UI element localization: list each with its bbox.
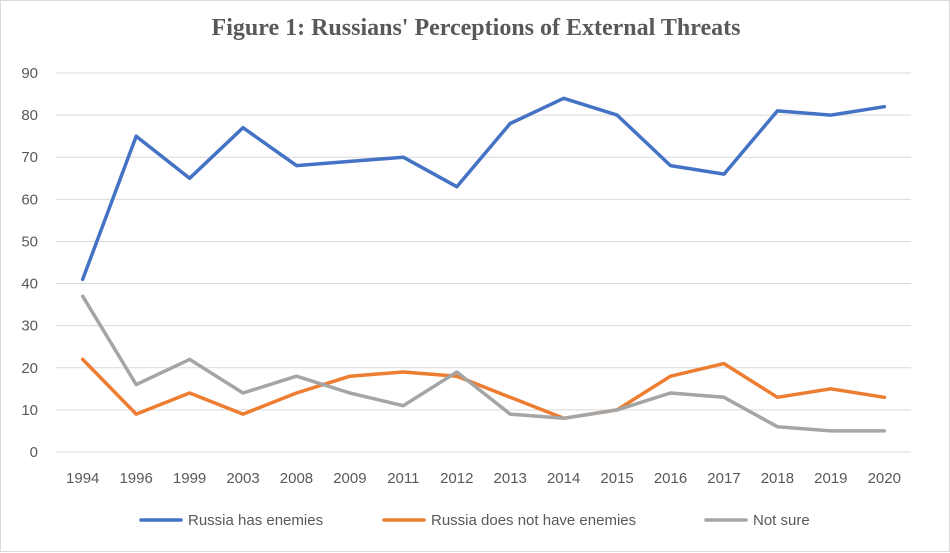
- data-point: [508, 412, 512, 416]
- data-point: [401, 404, 405, 408]
- data-point: [81, 357, 85, 361]
- y-tick-label: 60: [21, 191, 38, 208]
- data-point: [241, 391, 245, 395]
- data-point: [81, 277, 85, 281]
- data-point: [508, 122, 512, 126]
- data-point: [455, 374, 459, 378]
- data-point: [882, 429, 886, 433]
- series-line-1: [80, 357, 887, 421]
- data-point: [722, 395, 726, 399]
- x-tick-label: 2009: [333, 470, 366, 487]
- data-point: [241, 126, 245, 130]
- series-lines: [80, 96, 887, 433]
- series-line-2: [80, 294, 887, 433]
- data-point: [294, 391, 298, 395]
- x-tick-label: 1994: [66, 470, 99, 487]
- x-tick-label: 2017: [707, 470, 740, 487]
- x-tick-label: 1999: [173, 470, 206, 487]
- legend: Russia has enemies Russia does not have e…: [139, 512, 810, 529]
- x-tick-label: 2011: [387, 470, 419, 487]
- data-point: [188, 176, 192, 180]
- data-point: [455, 185, 459, 189]
- legend-label: Not sure: [753, 512, 810, 529]
- data-point: [882, 105, 886, 109]
- x-tick-label: 2003: [226, 470, 259, 487]
- data-point: [401, 370, 405, 374]
- y-tick-label: 70: [21, 149, 38, 166]
- data-point: [775, 395, 779, 399]
- x-tick-label: 2015: [600, 470, 633, 487]
- x-tick-label: 2008: [280, 470, 313, 487]
- data-point: [775, 425, 779, 429]
- x-tick-label: 2012: [440, 470, 473, 487]
- y-tick-label: 10: [21, 402, 38, 419]
- data-point: [348, 159, 352, 163]
- data-point: [188, 357, 192, 361]
- data-point: [508, 395, 512, 399]
- data-point: [348, 391, 352, 395]
- data-point: [241, 412, 245, 416]
- x-tick-label: 2013: [494, 470, 527, 487]
- x-tick-label: 2020: [868, 470, 901, 487]
- data-point: [348, 374, 352, 378]
- data-point: [775, 109, 779, 113]
- y-tick-label: 90: [21, 65, 38, 82]
- x-tick-label: 1996: [119, 470, 152, 487]
- x-tick-label: 2016: [654, 470, 687, 487]
- x-tick-label: 2018: [761, 470, 794, 487]
- data-point: [401, 155, 405, 159]
- data-point: [81, 294, 85, 298]
- data-point: [722, 172, 726, 176]
- data-point: [134, 134, 138, 138]
- data-point: [294, 164, 298, 168]
- gridlines: [56, 72, 911, 453]
- chart-title: Figure 1: Russians' Perceptions of Exter…: [211, 15, 741, 41]
- legend-label: Russia has enemies: [188, 512, 323, 529]
- legend-label: Russia does not have enemies: [431, 512, 636, 529]
- y-tick-label: 30: [21, 318, 38, 335]
- data-point: [562, 96, 566, 100]
- data-point: [669, 391, 673, 395]
- y-axis-ticks: 0 10 20 30 40 50 60 70 80 90: [21, 65, 38, 461]
- data-point: [562, 416, 566, 420]
- y-tick-label: 80: [21, 107, 38, 124]
- data-point: [829, 113, 833, 117]
- x-tick-label: 2019: [814, 470, 847, 487]
- data-point: [294, 374, 298, 378]
- data-point: [882, 395, 886, 399]
- data-point: [669, 374, 673, 378]
- data-point: [455, 370, 459, 374]
- y-tick-label: 0: [30, 444, 38, 461]
- series-line-0: [80, 96, 887, 282]
- data-point: [829, 387, 833, 391]
- y-tick-label: 20: [21, 360, 38, 377]
- data-point: [669, 164, 673, 168]
- data-point: [188, 391, 192, 395]
- x-tick-label: 2014: [547, 470, 580, 487]
- data-point: [134, 412, 138, 416]
- data-point: [722, 362, 726, 366]
- y-tick-label: 40: [21, 276, 38, 293]
- data-point: [615, 113, 619, 117]
- data-point: [829, 429, 833, 433]
- data-point: [134, 383, 138, 387]
- data-point: [615, 408, 619, 412]
- x-axis-ticks: 1994 1996 1999 2003 2008 2009 2011 2012 2013 2014…: [66, 470, 901, 487]
- y-tick-label: 50: [21, 233, 38, 250]
